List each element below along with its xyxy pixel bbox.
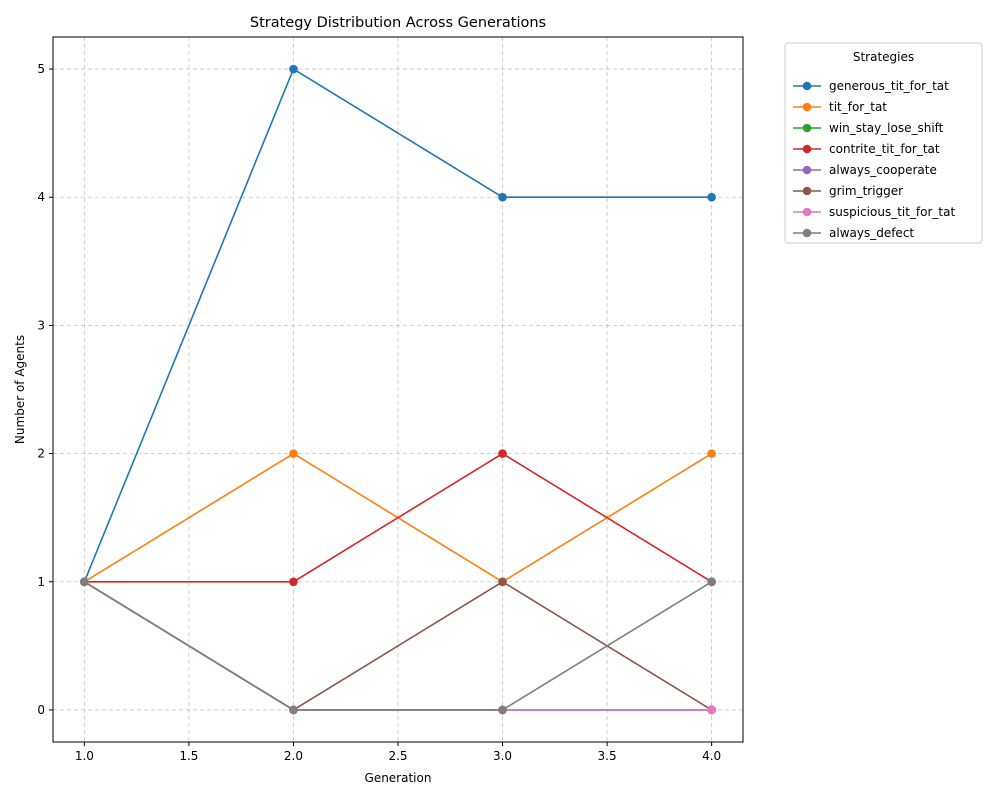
series-group (80, 64, 716, 715)
data-point (289, 577, 298, 587)
y-tick-label: 5 (37, 62, 45, 76)
legend-label: grim_trigger (829, 184, 903, 198)
y-tick-label: 4 (37, 190, 45, 204)
series-line (83, 68, 712, 583)
legend-item: contrite_tit_for_tat (793, 142, 940, 156)
x-tick-label: 1.0 (75, 749, 94, 763)
legend-marker (802, 123, 812, 133)
legend-box (784, 42, 983, 244)
y-axis-title: Number of Agents (13, 335, 27, 444)
series-line (84, 452, 713, 583)
data-point (289, 705, 298, 715)
x-axis-ticks: 1.0 1.5 2.0 2.5 3.0 3.5 4.0 (75, 742, 721, 763)
data-point (80, 577, 89, 587)
data-point (707, 449, 716, 458)
series-always_defect (80, 577, 716, 715)
legend-item: always_defect (793, 226, 914, 240)
legend-label: always_defect (829, 226, 914, 240)
y-tick-label: 2 (37, 447, 45, 461)
x-tick-label: 3.0 (493, 749, 512, 763)
y-axis-ticks: 0 1 2 3 4 5 (37, 62, 53, 717)
data-point (498, 449, 507, 458)
x-tick-label: 3.5 (598, 749, 617, 763)
legend-item: generous_tit_for_tat (793, 79, 949, 93)
grid (53, 37, 743, 742)
y-tick-label: 3 (37, 318, 45, 332)
legend-marker (802, 228, 812, 238)
legend-label: generous_tit_for_tat (829, 79, 949, 93)
legend-title: Strategies (853, 50, 914, 64)
legend-marker (802, 165, 812, 175)
legend-marker (802, 102, 812, 112)
y-tick-label: 0 (37, 703, 45, 717)
data-point (498, 192, 507, 202)
legend-marker (802, 81, 812, 91)
series-line (83, 581, 713, 711)
legend-marker (802, 144, 812, 154)
chart-title: Strategy Distribution Across Generations (250, 15, 546, 31)
data-point (498, 577, 507, 587)
data-point (498, 705, 507, 715)
x-axis-title: Generation (365, 771, 432, 785)
x-tick-label: 2.0 (284, 749, 303, 763)
x-tick-label: 2.5 (388, 749, 407, 763)
legend-items: generous_tit_for_tat tit_for_tat win_stay_… (793, 79, 955, 240)
data-point (707, 577, 716, 587)
legend-label: always_cooperate (829, 163, 937, 177)
data-point (289, 449, 298, 458)
legend-label: win_stay_lose_shift (829, 121, 944, 135)
x-tick-label: 1.5 (179, 749, 198, 763)
legend-item: suspicious_tit_for_tat (793, 205, 955, 219)
legend-item: grim_trigger (793, 184, 903, 198)
legend-item: tit_for_tat (793, 100, 887, 114)
legend-label: contrite_tit_for_tat (829, 142, 940, 156)
legend-item: always_cooperate (793, 163, 937, 177)
data-point (707, 192, 716, 202)
legend-item: win_stay_lose_shift (793, 121, 944, 135)
data-point (707, 705, 716, 715)
legend-marker (802, 186, 812, 196)
y-tick-label: 1 (37, 575, 45, 589)
data-point (289, 64, 298, 74)
legend-label: suspicious_tit_for_tat (829, 205, 955, 219)
legend: Strategies generous_tit_for_tat tit_for_t… (784, 42, 983, 244)
legend-marker (802, 207, 812, 217)
legend-label: tit_for_tat (829, 100, 887, 114)
x-tick-label: 4.0 (702, 749, 721, 763)
